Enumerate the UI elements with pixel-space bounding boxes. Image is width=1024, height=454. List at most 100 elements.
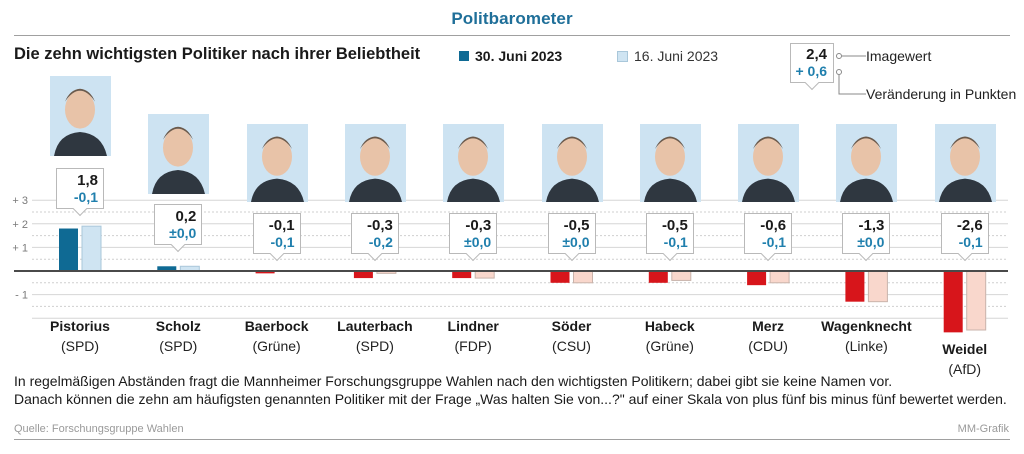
legend-item-previous: 16. Juni 2023 <box>617 48 718 64</box>
bar-current <box>943 271 963 333</box>
person-portrait-icon <box>250 136 304 202</box>
legend-swatch-current <box>459 51 469 61</box>
legend-swatch-previous <box>617 50 628 62</box>
bottom-divider <box>14 439 1010 440</box>
legend-label-current: 30. Juni 2023 <box>475 48 563 64</box>
value-label: -0,5 <box>661 217 688 234</box>
value-label: -0,3 <box>367 217 393 234</box>
bar-current <box>59 228 78 271</box>
value-callout: -0,5 ±0,0 <box>547 213 596 254</box>
politician-label: Habeck (Grüne) <box>615 316 725 356</box>
bar-current <box>157 266 177 271</box>
y-tick-label: + 2 <box>12 219 28 231</box>
politician-label: Baerbock (Grüne) <box>222 316 332 356</box>
politician-name: Lauterbach <box>337 318 413 334</box>
politician-name: Baerbock <box>244 318 309 334</box>
value-label: -0,3 <box>465 217 492 234</box>
politician-name: Merz <box>752 318 785 334</box>
person-portrait-icon <box>447 136 501 202</box>
value-label: -1,3 <box>858 217 885 234</box>
value-callout: -1,3 ±0,0 <box>842 213 891 254</box>
change-label: -0,2 <box>368 234 393 250</box>
party-label: (SPD) <box>60 338 100 354</box>
top-divider <box>14 35 1010 36</box>
portrait-photo <box>738 124 800 202</box>
portrait-photo <box>246 124 308 202</box>
value-label: -0,6 <box>760 217 787 234</box>
politician-label: Söder (CSU) <box>517 316 627 356</box>
description-line-2: Danach können die zehn am häufigsten gen… <box>14 391 1007 407</box>
person-portrait-icon <box>938 136 992 202</box>
change-label: ±0,0 <box>857 234 885 250</box>
party-label: (SPD) <box>355 338 394 354</box>
bar-previous <box>769 270 790 284</box>
key-callout: 2,4 + 0,6 <box>790 43 834 83</box>
change-label: ±0,0 <box>562 234 590 250</box>
bar-previous <box>474 270 495 279</box>
y-tick-label: - 1 <box>15 290 28 302</box>
politician-label: Merz (CDU) <box>713 316 823 356</box>
person-portrait-icon <box>348 136 402 202</box>
legend-label-previous: 16. Juni 2023 <box>634 48 719 64</box>
portrait-photo <box>639 124 701 202</box>
party-label: (SPD) <box>159 338 198 354</box>
bar-previous <box>573 270 593 284</box>
party-label: (CSU) <box>552 338 591 354</box>
description-line-1: In regelmäßigen Abständen fragt die Mann… <box>14 373 893 389</box>
politician-name: Söder <box>551 318 592 334</box>
person-portrait-icon <box>742 136 796 202</box>
politician-name: Pistorius <box>50 318 110 334</box>
change-label: -0,1 <box>761 234 787 250</box>
y-tick-label: + 3 <box>12 195 28 207</box>
change-label: -0,1 <box>73 189 98 205</box>
bar-current <box>648 271 668 283</box>
bar-previous <box>671 270 692 281</box>
legend-item-current: 30. Juni 2023 <box>459 48 562 64</box>
value-callout: 1,8 -0,1 <box>56 168 104 209</box>
bar-current <box>452 271 472 279</box>
value-label: 0,2 <box>175 208 197 225</box>
party-label: (Grüne) <box>252 338 301 354</box>
change-label: -0,1 <box>270 234 295 250</box>
party-label: (Grüne) <box>645 338 694 354</box>
value-callout: -0,1 -0,1 <box>252 213 301 254</box>
bar-current <box>353 271 373 279</box>
bar-previous <box>81 225 102 272</box>
chart-title: Die zehn wichtigsten Politiker nach ihre… <box>14 45 421 63</box>
politician-label: Wagenknecht (Linke) <box>811 316 921 356</box>
value-callout: -0,3 -0,2 <box>350 213 399 254</box>
bar-current <box>747 271 767 286</box>
person-portrait-icon <box>54 88 107 156</box>
credit-note: MM-Grafik <box>957 423 1009 435</box>
y-tick-label: + 1 <box>12 242 28 254</box>
key-connector-lines <box>836 53 866 95</box>
bar-current <box>255 271 275 274</box>
value-callout: -2,6 -0,1 <box>940 213 989 254</box>
politician-label: Pistorius (SPD) <box>25 316 135 356</box>
change-label: ±0,0 <box>169 225 197 241</box>
description: In regelmäßigen Abständen fragt die Mann… <box>14 372 1007 408</box>
key-label-value: Imagewert <box>866 48 932 64</box>
politician-name: Habeck <box>644 318 695 334</box>
party-label: (Linke) <box>844 338 888 354</box>
person-portrait-icon <box>840 136 894 202</box>
change-label: ±0,0 <box>464 234 492 250</box>
value-callout: -0,3 ±0,0 <box>449 213 498 254</box>
value-callout: -0,6 -0,1 <box>744 213 793 254</box>
party-label: (CDU) <box>748 338 788 354</box>
politician-label: Lindner (FDP) <box>418 316 528 356</box>
bar-previous <box>966 270 987 331</box>
person-portrait-icon <box>643 136 697 202</box>
key-example-value: 2,4 <box>806 46 827 63</box>
portrait-photo <box>443 124 505 202</box>
change-label: -0,1 <box>958 234 983 250</box>
politician-name: Weidel <box>942 341 988 357</box>
bar-current <box>550 271 570 283</box>
politician-name: Scholz <box>155 318 201 334</box>
bar-previous <box>867 270 888 303</box>
portrait-photo <box>836 124 898 202</box>
value-label: -0,5 <box>563 217 590 234</box>
kicker-title: Politbarometer <box>451 9 573 28</box>
value-callout: -0,5 -0,1 <box>645 213 694 254</box>
source-note: Quelle: Forschungsgruppe Wahlen <box>14 423 184 435</box>
